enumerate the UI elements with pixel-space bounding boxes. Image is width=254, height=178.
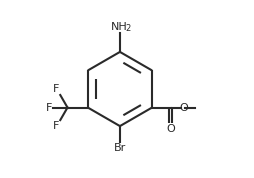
Text: F: F xyxy=(53,121,59,131)
Text: NH: NH xyxy=(111,22,128,32)
Text: O: O xyxy=(166,124,175,134)
Text: 2: 2 xyxy=(126,24,131,33)
Text: F: F xyxy=(46,103,52,112)
Text: O: O xyxy=(179,103,188,112)
Text: F: F xyxy=(53,84,59,94)
Text: Br: Br xyxy=(114,143,126,153)
